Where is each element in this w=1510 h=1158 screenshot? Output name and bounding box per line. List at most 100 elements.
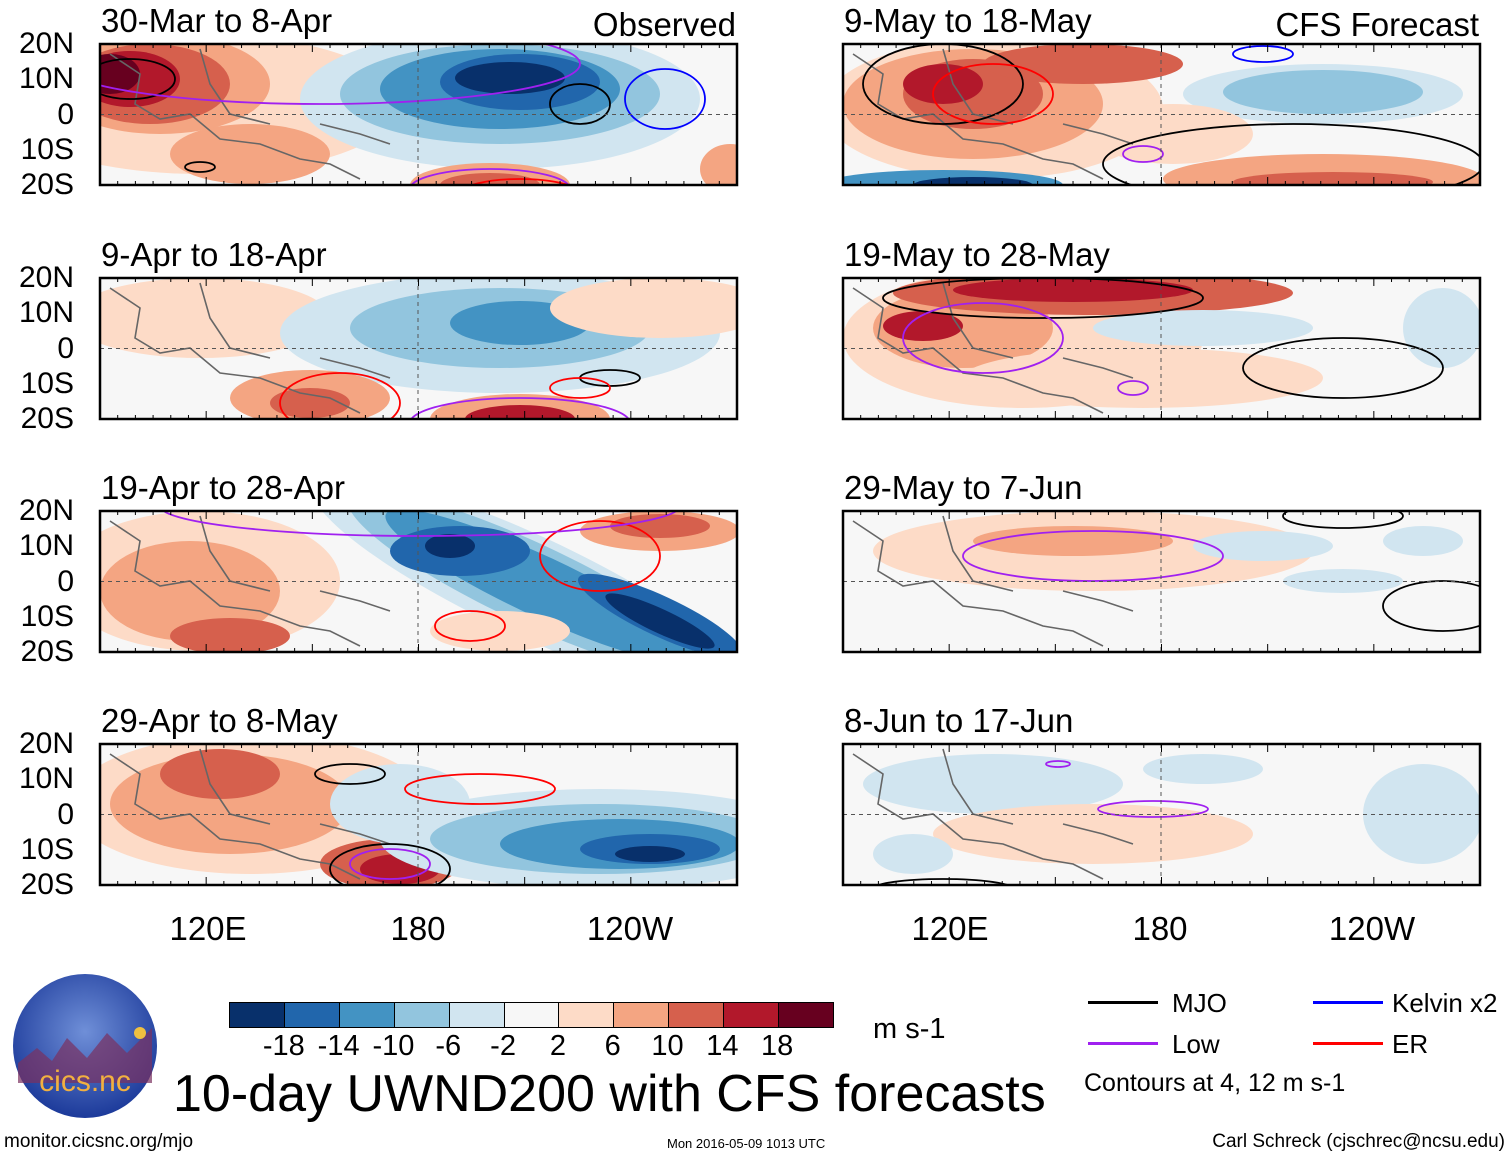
legend-label-kelvin: Kelvin x2 (1392, 988, 1498, 1018)
panel-tag: Observed (592, 6, 736, 43)
anomaly-shading (160, 749, 280, 799)
colorbar-tick-label: -6 (435, 1030, 462, 1062)
coastline (852, 748, 1134, 880)
wave-contour (549, 377, 611, 399)
anomaly-shading (440, 173, 540, 185)
wave-contour (329, 843, 451, 885)
colorbar-swatch (668, 1003, 724, 1027)
lat-label: 20S (20, 168, 74, 201)
wave-contour (539, 520, 661, 592)
colorbar-swatch (503, 1003, 559, 1027)
map-panel (98, 509, 739, 654)
colorbar-tick-label: -2 (490, 1030, 516, 1062)
wave-contour (100, 58, 176, 100)
anomaly-shading (605, 593, 715, 649)
wave-contour (314, 763, 386, 785)
panel-title: 8-Jun to 17-Jun (844, 702, 1074, 739)
wave-contour (1242, 337, 1444, 399)
anomaly-shading (425, 534, 475, 558)
colorbar-tick-label: -14 (317, 1030, 360, 1062)
legend-line-low (1088, 1042, 1158, 1045)
anomaly-shading (455, 62, 565, 94)
panel-tag: CFS Forecast (1275, 6, 1479, 43)
svg-text:cics.nc: cics.nc (39, 1065, 131, 1098)
wave-contour (1102, 123, 1480, 185)
footer-url[interactable]: monitor.cicsnc.org/mjo (4, 1131, 194, 1152)
anomaly-shading (933, 804, 1253, 864)
legend-label-low: Low (1172, 1029, 1220, 1059)
anomaly-shading (100, 541, 280, 641)
panel-title: 19-Apr to 28-Apr (101, 469, 345, 506)
wave-contour (1117, 380, 1149, 396)
map-panel (841, 42, 1482, 187)
panel-title: 19-May to 28-May (844, 236, 1110, 273)
map-panel (98, 276, 739, 421)
colorbar-tick-label: 14 (706, 1030, 739, 1062)
lat-label: 0 (57, 564, 74, 598)
lat-label: 20S (20, 402, 74, 435)
lat-label: 10N (18, 762, 74, 796)
anomaly-shading (170, 618, 290, 652)
anomaly-shading (100, 278, 330, 358)
figure-title: 10-day UWND200 with CFS forecasts (173, 1065, 1046, 1123)
colorbar-swatch (338, 1003, 394, 1027)
coastline (109, 48, 391, 180)
lat-label: 20N (18, 27, 74, 60)
panel-title: 9-Apr to 18-Apr (101, 236, 327, 273)
wave-contour (410, 168, 570, 185)
units-label: m s-1 (873, 1013, 946, 1045)
anomaly-shading (863, 754, 1123, 814)
lat-label: 0 (57, 797, 74, 831)
lat-label: 20N (18, 261, 74, 294)
wave-contour (624, 68, 706, 130)
lon-label-120w: 120W (1328, 910, 1416, 947)
map-panel (841, 742, 1482, 887)
anomaly-shading (1093, 104, 1253, 164)
colorbar-swatch (723, 1003, 779, 1027)
anomaly-shading (963, 348, 1323, 408)
legend-label-er: ER (1392, 1029, 1429, 1059)
colorbar-swatch (230, 1003, 284, 1027)
anomaly-shading (973, 526, 1173, 556)
lon-label-120e: 120E (169, 910, 247, 947)
legend-label-mjo: MJO (1172, 988, 1227, 1018)
anomaly-shading (1193, 531, 1333, 561)
wave-contour (862, 44, 1024, 125)
lat-label: 20N (18, 494, 74, 527)
panel-title: 29-Apr to 8-May (101, 702, 338, 739)
coastline (852, 282, 1134, 414)
colorbar-swatch (558, 1003, 614, 1027)
cicsnc-logo: cics.nc (12, 973, 158, 1119)
colorbar-tick-label: 2 (549, 1030, 566, 1062)
map-panel (98, 742, 739, 887)
colorbar-tick-label: 10 (651, 1030, 684, 1062)
anomaly-shading (465, 405, 575, 419)
colorbar (229, 1002, 834, 1028)
anomaly-shading (700, 144, 737, 185)
anomaly-shading (913, 177, 1033, 185)
coastline (109, 515, 391, 647)
wave-contour (876, 878, 1010, 885)
footer-timestamp: Mon 2016-05-09 1013 UTC (667, 1136, 826, 1151)
lat-label: 10N (18, 62, 74, 96)
anomaly-shading (1233, 172, 1433, 185)
wave-contour (162, 511, 678, 537)
footer-author: Carl Schreck (cjschrec@ncsu.edu) (1212, 1131, 1505, 1152)
anomaly-shading (430, 611, 570, 651)
lat-label: 10N (18, 529, 74, 563)
anomaly-shading (1383, 526, 1463, 556)
map-panel (841, 276, 1482, 421)
coastline (109, 748, 391, 880)
anomaly-shading (610, 514, 710, 538)
colorbar-swatch (448, 1003, 504, 1027)
anomaly-shading (1143, 754, 1263, 784)
wave-contour (100, 44, 581, 105)
colorbar-swatch (283, 1003, 339, 1027)
lat-label: 0 (57, 331, 74, 365)
wave-contour (279, 372, 401, 419)
lat-label: 20N (18, 727, 74, 760)
colorbar-swatch (778, 1003, 833, 1027)
wave-contour (1045, 760, 1071, 768)
anomaly-shading (873, 834, 953, 874)
anomaly-shading (983, 44, 1183, 84)
